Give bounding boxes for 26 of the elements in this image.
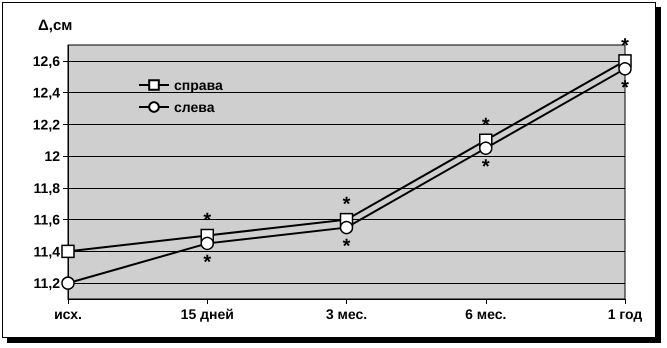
- y-axis-title: Δ,см: [38, 17, 72, 34]
- y-tick-label: 12,4: [32, 84, 60, 101]
- annotation: *: [482, 156, 490, 178]
- y-tick-label: 12: [44, 148, 60, 164]
- legend-label: справа: [174, 77, 223, 93]
- point: [61, 276, 75, 290]
- point: [200, 236, 214, 250]
- point: [618, 62, 632, 76]
- y-tick-label: 12,6: [32, 52, 60, 69]
- y-tick-label: 11,4: [34, 243, 60, 260]
- annotation: *: [203, 251, 212, 274]
- y-tick-label: 11,6: [34, 212, 60, 228]
- annotation: *: [342, 236, 351, 258]
- x-tick-label: 1 год: [608, 306, 642, 322]
- y-tick-label: 12,2: [32, 116, 60, 132]
- x-tick-label: 3 мес.: [326, 306, 368, 322]
- point: [340, 220, 354, 234]
- annotation: *: [342, 194, 351, 216]
- x-tick-label: исх.: [54, 306, 82, 322]
- point: [61, 244, 75, 258]
- x-tick-label: 15 дней: [180, 306, 234, 322]
- point: [479, 141, 492, 155]
- y-tick-label: 11,2: [34, 275, 60, 292]
- y-tick-label: 11,8: [34, 180, 60, 196]
- x-tick-label: 6 мес.: [465, 306, 506, 322]
- legend-label: слева: [174, 99, 215, 115]
